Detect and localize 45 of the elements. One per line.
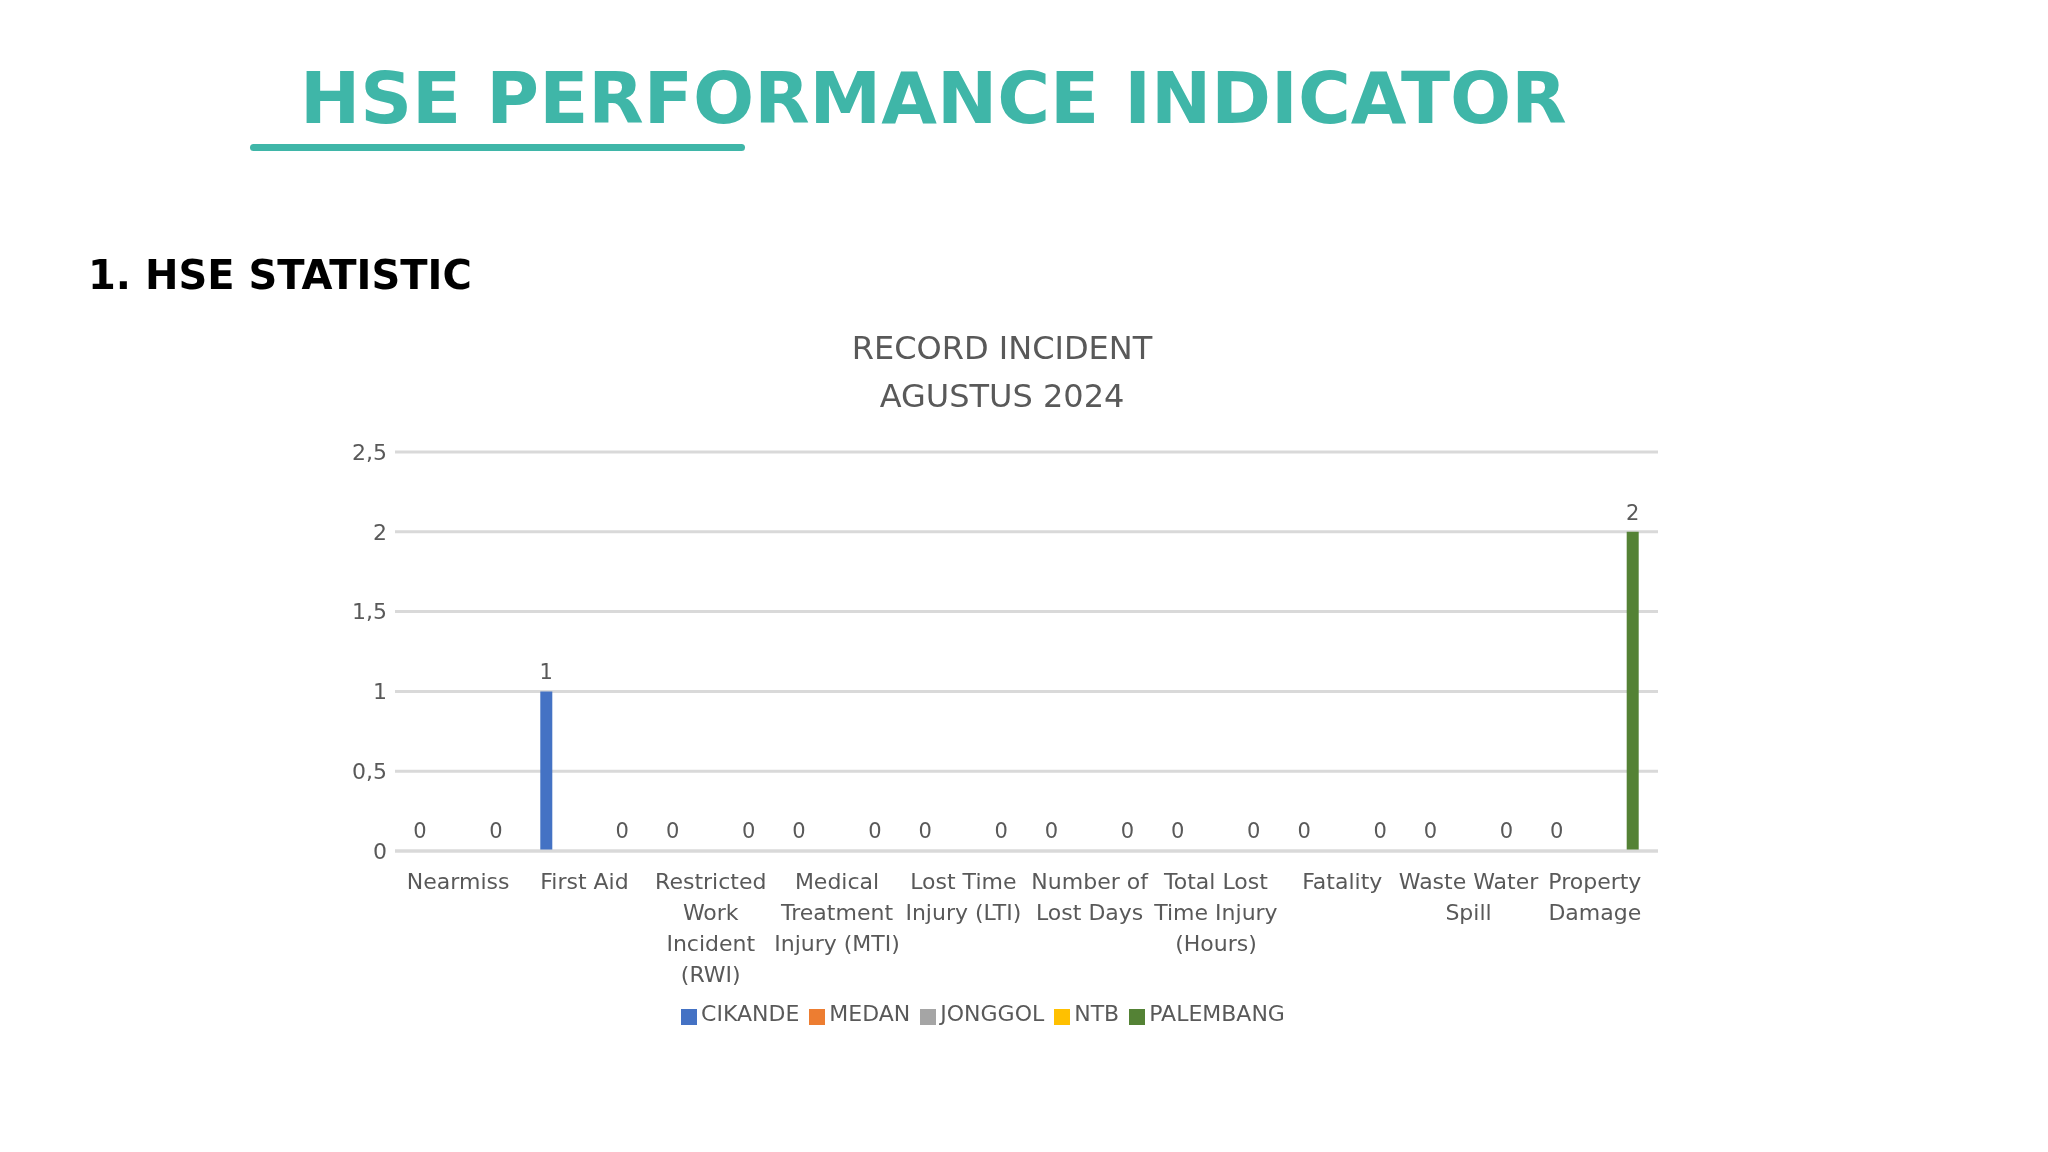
data-label: 0 (918, 819, 932, 843)
y-tick-label: 1,5 (352, 599, 387, 625)
data-label: 0 (665, 819, 680, 843)
x-tick-label: Lost Time Injury (LTI) (905, 869, 1022, 925)
data-label: 0 (615, 819, 629, 843)
data-label: 0 (1550, 819, 1564, 843)
data-label: 0 (413, 819, 427, 843)
data-label: 0 (489, 819, 503, 843)
data-label: 0 (868, 819, 882, 843)
x-tick-label: Medical Treatment Injury (MTI) (774, 869, 900, 956)
data-label: 0 (1423, 819, 1438, 843)
data-label: 0 (994, 819, 1008, 843)
legend-label: NTB (1074, 1001, 1120, 1026)
legend-label: MEDAN (829, 1001, 911, 1026)
data-label: 0 (741, 819, 756, 843)
data-label: 0 (1373, 819, 1387, 843)
legend-label: JONGGOL (940, 1001, 1045, 1026)
x-tick-label: Nearmiss (406, 869, 510, 894)
x-tick-label: Total Lost Time Injury (Hours) (1153, 869, 1278, 956)
chart-subtitle: 1. HSE STATISTIC (88, 252, 472, 298)
data-label: 0 (1171, 819, 1185, 843)
data-label: 2 (1626, 500, 1640, 525)
y-tick-label: 1 (373, 679, 387, 705)
x-tick-label: Waste Water Spill (1398, 869, 1540, 925)
x-tick-label: First Aid (540, 869, 629, 894)
data-label: 0 (1297, 819, 1311, 843)
text: RECORD INCIDENT (850, 328, 1154, 369)
legend-label: PALEMBANG (1149, 1001, 1285, 1026)
data-label: 0 (1247, 819, 1261, 843)
chart-title: HSE PERFORMANCE INDICATOR (300, 56, 1567, 140)
y-tick-label: 0,5 (352, 759, 387, 785)
x-tick-label: Number of Lost Days (1031, 869, 1150, 925)
y-tick-label: 2 (373, 519, 387, 545)
x-tick-label: Restricted Work Incident (RWI) (655, 869, 767, 987)
data-label: 0 (1120, 819, 1135, 843)
x-tick-label: Property Damage (1548, 869, 1642, 925)
data-label: 0 (792, 819, 806, 843)
data-label: 1 (539, 660, 553, 685)
data-label: 0 (1044, 819, 1059, 843)
text: AGUSTUS 2024 (878, 376, 1126, 417)
data-label: 0 (1499, 819, 1514, 843)
y-tick-label: 0 (373, 838, 387, 864)
x-tick-label: Fatality (1302, 869, 1383, 894)
y-tick-label: 2,5 (352, 439, 387, 465)
legend-label: CIKANDE (701, 1001, 800, 1026)
